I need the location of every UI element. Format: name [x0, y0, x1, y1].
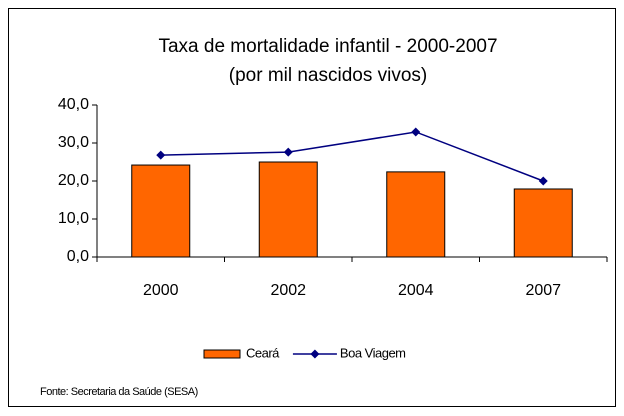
x-tick-label: 2002: [270, 282, 306, 299]
bar: [386, 171, 446, 258]
bar: [513, 188, 573, 258]
legend-marker: [310, 349, 320, 359]
chart-title: Taxa de mortalidade infantil - 2000-2007: [158, 36, 497, 57]
x-tick-label: 2004: [398, 282, 434, 299]
line: [160, 131, 544, 182]
y-tick-label: 20,0: [58, 172, 89, 189]
line-marker: [411, 127, 421, 137]
source-note: Fonte: Secretaria da Saúde (SESA): [40, 386, 198, 398]
x-tick-label: 2000: [143, 282, 179, 299]
y-tick-label: 40,0: [58, 96, 89, 113]
y-tick-label: 10,0: [58, 210, 89, 227]
line-marker: [156, 150, 166, 160]
legend-label: Ceará: [246, 345, 280, 360]
line-marker: [283, 147, 293, 157]
x-tick-label: 2007: [525, 282, 561, 299]
legend-label: Boa Viagem: [340, 345, 406, 360]
y-tick-label: 0,0: [67, 248, 89, 265]
bar: [258, 161, 318, 258]
chart-subtitle: (por mil nascidos vivos): [229, 65, 428, 86]
bar: [131, 164, 191, 258]
line-marker: [538, 176, 548, 186]
legend-swatch: [203, 349, 241, 359]
y-tick-label: 30,0: [58, 134, 89, 151]
